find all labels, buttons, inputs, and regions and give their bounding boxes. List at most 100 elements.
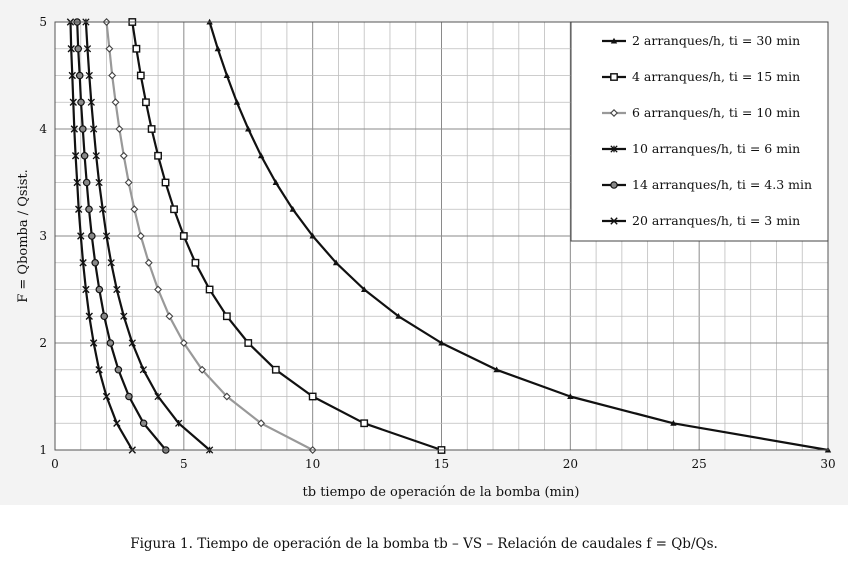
legend-item: 6 arranques/h, ti = 10 min [602,105,800,120]
data-point [102,392,111,401]
data-point [82,285,90,294]
legend-label: 10 arranques/h, ti = 6 min [632,141,800,156]
data-point [71,152,80,160]
x-tick-label: 25 [692,457,707,471]
data-point [120,312,128,320]
y-tick-label: 2 [39,336,47,350]
x-tick-label: 15 [434,457,449,471]
y-tick-label: 4 [39,122,47,136]
chart-svg: 0 5 10 15 20 25 30 1 2 3 4 5 tb tiempo de operación… [16,15,836,500]
data-point [95,178,103,187]
data-point [257,152,265,159]
data-point [74,44,82,53]
series-group [66,18,136,454]
data-point [100,312,109,321]
data-point [245,125,252,132]
data-point [361,286,368,293]
data-point [75,71,84,80]
data-point [154,151,162,160]
data-point [289,206,297,212]
data-point [79,125,87,133]
data-point [73,178,81,187]
data-point [610,145,618,153]
legend-box [570,21,829,242]
data-point [332,259,340,266]
series-group [102,18,317,454]
data-point [85,205,93,214]
data-point [272,179,280,186]
data-point [223,72,231,79]
data-point [115,125,124,133]
data-point [77,232,85,240]
data-point [85,312,93,320]
data-point [198,365,207,374]
data-point [360,419,369,428]
y-tick-label: 3 [39,229,47,243]
data-point [610,181,618,189]
data-point [147,125,156,133]
data-point [170,205,178,214]
data-point [191,258,200,267]
data-point [92,152,100,160]
data-point [309,232,316,239]
legend-item: 2 arranques/h, ti = 30 min [602,33,800,48]
data-point [438,339,445,346]
legend-label: 4 arranques/h, ti = 15 min [632,69,800,84]
data-point [128,339,136,347]
data-point [610,37,618,44]
data-point [99,205,107,213]
data-point [142,98,150,107]
data-point [139,419,148,428]
data-point [493,366,500,373]
legend-label: 6 arranques/h, ti = 10 min [632,105,800,120]
data-point [154,285,163,294]
data-point [132,44,141,53]
data-point [70,125,79,133]
data-point [82,178,91,187]
data-point [75,205,83,213]
data-point [105,44,114,53]
x-tick-label: 20 [563,457,578,471]
data-point [85,71,93,80]
data-point [108,71,117,80]
data-point [113,419,121,427]
data-point [144,258,153,267]
data-point [95,285,104,294]
data-point [91,258,99,267]
data-point [165,312,174,321]
data-point [83,45,92,53]
data-point [257,419,266,428]
data-point [124,178,133,187]
data-point [567,393,574,400]
data-point [89,339,98,347]
figure-caption: Figura 1. Tiempo de operación de la bomb… [130,536,718,552]
data-point [179,232,188,240]
legend-item: 10 arranques/h, ti = 6 min [602,141,800,156]
series-group [82,18,214,454]
data-point [161,178,170,187]
data-point [125,392,133,401]
data-point [222,312,231,321]
data-point [102,232,111,240]
data-point [77,98,85,107]
data-point [154,392,162,401]
data-point [67,45,75,53]
data-point [136,71,145,80]
legend-label: 2 arranques/h, ti = 30 min [632,33,800,48]
data-point [222,392,231,401]
data-point [95,366,103,374]
data-point [610,73,618,81]
data-point [69,98,77,106]
legend-item: 14 arranques/h, ti = 4.3 min [602,177,812,192]
data-point [670,420,677,426]
series-group [73,18,170,454]
data-point [139,366,148,374]
x-tick-label: 30 [820,457,835,471]
data-point [271,365,280,374]
data-point [214,45,222,52]
data-point [244,339,253,347]
data-point [130,205,139,214]
data-point [308,392,317,401]
data-point [80,151,89,160]
data-point [111,98,120,107]
